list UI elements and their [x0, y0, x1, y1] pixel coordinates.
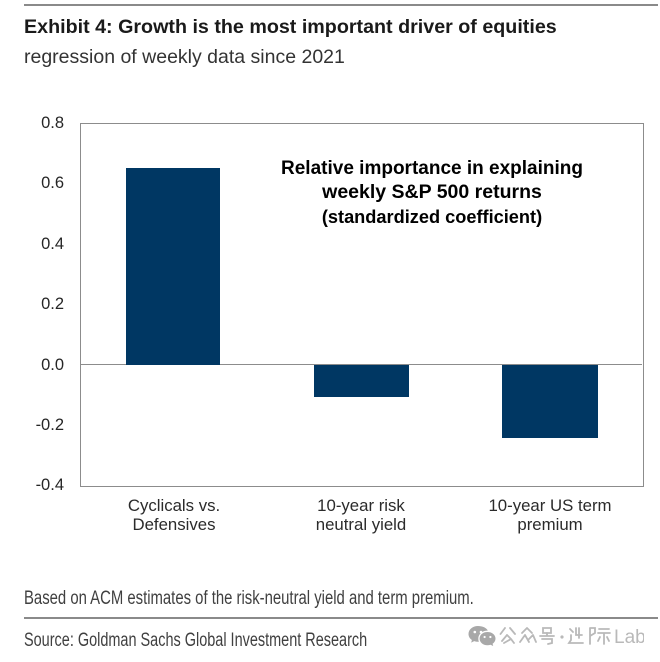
svg-text:Lab: Lab — [614, 627, 644, 648]
